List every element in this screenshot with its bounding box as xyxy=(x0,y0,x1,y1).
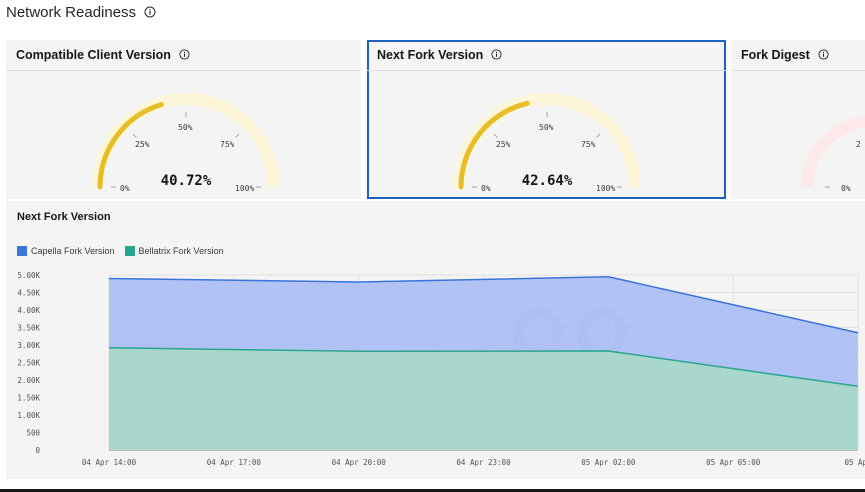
gauge-tick-3 xyxy=(596,133,601,138)
series-area-bellatrix[interactable] xyxy=(109,347,858,450)
info-icon[interactable] xyxy=(491,49,503,61)
info-icon[interactable] xyxy=(818,49,830,61)
legend-item-bellatrix[interactable]: Bellatrix Fork Version xyxy=(124,246,224,256)
gauge-partial: 0% 2 xyxy=(801,115,865,193)
panel-divider xyxy=(731,70,865,71)
y-tick-label: 4.50K xyxy=(17,289,40,298)
x-tick-label: 04 Apr 14:00 xyxy=(82,458,137,467)
page-title: Network Readiness xyxy=(6,3,137,21)
panel-title: Next Fork Version xyxy=(377,48,503,62)
gauge-panel-next-fork[interactable]: Next Fork Version 0% 25% 50% 75% 100% 42… xyxy=(367,40,726,199)
x-tick-label: 05 Apr 05:00 xyxy=(706,458,761,467)
area-chart: 0 500 1.00K 1.50K 2.00K 2.50K 3.00K 3.50K 4.00K 4… xyxy=(17,271,865,467)
x-tick-label: 04 Apr 23:00 xyxy=(456,458,511,467)
legend-item-capella[interactable]: Capella Fork Version xyxy=(17,246,115,256)
gauge: 0% 25% 50% 75% 100% 40.72% xyxy=(92,93,280,193)
legend-label: Capella Fork Version xyxy=(31,246,115,256)
gauge-value: 40.72% xyxy=(161,173,212,189)
y-tick-label: 1.00K xyxy=(17,411,40,420)
x-tick-label: 04 Apr 20:00 xyxy=(332,458,387,467)
tick-label-100: 100% xyxy=(596,184,615,193)
x-tick-label: 04 Apr 17:00 xyxy=(207,458,262,467)
legend-label: Bellatrix Fork Version xyxy=(138,246,224,256)
y-tick-label: 1.50K xyxy=(17,394,40,403)
chart-legend: Capella Fork Version Bellatrix Fork Vers… xyxy=(17,246,224,256)
x-tick-label: 05 Apr xyxy=(844,458,865,467)
y-tick-label: 0 xyxy=(35,446,40,455)
series-line-capella[interactable] xyxy=(108,275,859,334)
panel-title: Fork Digest xyxy=(741,48,830,62)
panel-title: Compatible Client Version xyxy=(16,48,191,62)
tick-label-75: 75% xyxy=(220,140,235,149)
gauge-ticks xyxy=(111,112,261,188)
y-tick-label: 5.00K xyxy=(17,271,40,280)
info-icon[interactable] xyxy=(144,6,156,18)
info-icon[interactable] xyxy=(179,49,191,61)
page-header: Network Readiness xyxy=(6,2,156,22)
gauge-fill xyxy=(458,100,530,190)
y-tick-label: 500 xyxy=(26,429,40,438)
panel-title-label: Compatible Client Version xyxy=(16,48,171,62)
legend-swatch xyxy=(17,246,27,256)
y-tick-label: 4.00K xyxy=(17,306,40,315)
x-axis: 04 Apr 14:00 04 Apr 17:00 04 Apr 20:00 04 A… xyxy=(82,458,865,467)
y-tick-label: 2.00K xyxy=(17,376,40,385)
chart-areas xyxy=(108,275,859,450)
tick-label-25: 2 xyxy=(856,140,861,149)
tick-label-0: 0% xyxy=(120,184,130,193)
tick-label-0: 0% xyxy=(481,184,491,193)
panel-divider xyxy=(367,70,726,71)
tick-label-75: 75% xyxy=(581,140,596,149)
gauge-panel-fork-digest[interactable]: Fork Digest 0% 2 xyxy=(731,40,865,199)
panel-divider xyxy=(6,70,361,71)
tick-label-25: 25% xyxy=(496,140,511,149)
legend-swatch xyxy=(124,246,135,256)
gauge-tick-1 xyxy=(493,133,498,138)
gauge-panel-compatible-client[interactable]: Compatible Client Version 0% 25% 50% 75%… xyxy=(6,40,361,199)
y-tick-label: 2.50K xyxy=(17,359,40,368)
gauge: 0% 25% 50% 75% 100% 42.64% xyxy=(453,93,641,193)
chart-title: Next Fork Version xyxy=(17,211,111,223)
gauge-value: 42.64% xyxy=(522,173,573,189)
gauge-fill xyxy=(97,102,164,190)
tick-label-0: 0% xyxy=(841,184,851,193)
y-axis: 0 500 1.00K 1.50K 2.00K 2.50K 3.00K 3.50K 4.00K 4… xyxy=(17,271,40,455)
tick-label-100: 100% xyxy=(235,184,254,193)
gauge-track xyxy=(801,115,865,188)
tick-label-50: 50% xyxy=(539,123,554,132)
bottom-bar xyxy=(0,489,865,492)
panel-title-label: Fork Digest xyxy=(741,48,810,62)
y-tick-label: 3.00K xyxy=(17,341,40,350)
gauge-tick-3 xyxy=(235,133,240,138)
gauge-tick-1 xyxy=(132,133,137,138)
panel-title-label: Next Fork Version xyxy=(377,48,484,62)
tick-label-25: 25% xyxy=(135,140,150,149)
chart-panel-next-fork-version[interactable]: Next Fork Version Capella Fork Version B… xyxy=(6,201,865,479)
gauge-ticks xyxy=(472,112,622,188)
series-line-bellatrix[interactable] xyxy=(108,347,859,388)
x-tick-label: 05 Apr 02:00 xyxy=(581,458,636,467)
y-tick-label: 3.50K xyxy=(17,324,40,333)
tick-label-50: 50% xyxy=(178,123,193,132)
